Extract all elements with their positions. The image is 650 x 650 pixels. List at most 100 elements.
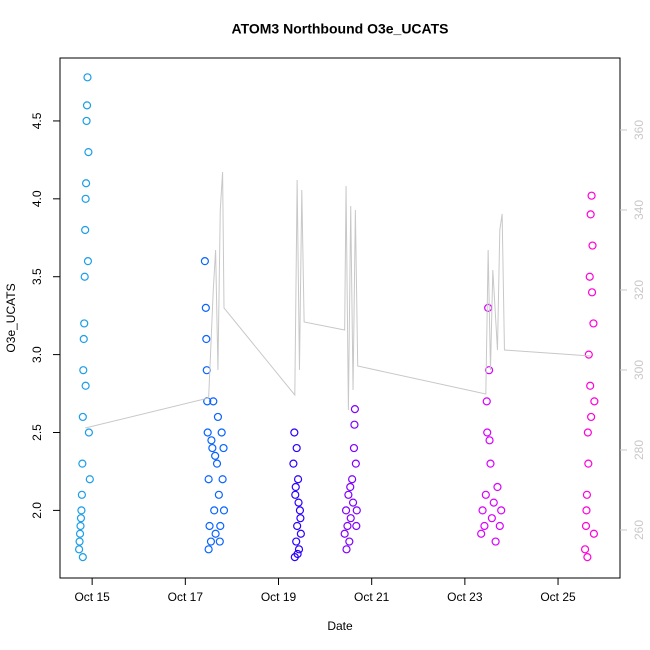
point — [78, 459, 87, 468]
x-axis-label: Date — [327, 619, 353, 633]
point — [497, 506, 506, 515]
point — [581, 521, 591, 531]
point — [589, 529, 599, 538]
point — [203, 428, 212, 437]
point — [75, 545, 84, 554]
point — [216, 521, 225, 531]
point — [82, 116, 91, 126]
point — [351, 459, 360, 468]
point — [582, 506, 591, 515]
point — [293, 475, 303, 484]
point — [77, 506, 86, 515]
point — [345, 537, 354, 546]
point — [348, 498, 358, 507]
point — [202, 366, 211, 375]
point — [348, 475, 357, 484]
point — [205, 521, 214, 531]
point — [484, 366, 494, 375]
point — [294, 498, 303, 507]
point — [204, 475, 213, 484]
point — [583, 428, 592, 437]
point — [293, 549, 302, 559]
point — [588, 241, 597, 250]
y2-tick-label: 260 — [632, 520, 646, 540]
y-tick-label: 4.5 — [30, 112, 44, 129]
point — [76, 521, 85, 531]
point — [343, 521, 352, 531]
point — [587, 412, 596, 422]
point — [215, 537, 224, 546]
point — [493, 482, 502, 492]
x-tick-label: Oct 23 — [447, 590, 483, 604]
point — [349, 443, 359, 453]
point — [291, 490, 300, 499]
point — [75, 537, 84, 546]
x-tick-label: Oct 15 — [74, 590, 110, 604]
point — [75, 529, 85, 538]
point — [587, 191, 596, 200]
point — [213, 412, 223, 422]
point — [295, 506, 305, 515]
point — [346, 514, 355, 523]
point — [352, 506, 361, 515]
point — [484, 303, 493, 312]
line — [85, 171, 591, 429]
point — [214, 490, 223, 499]
point — [208, 443, 217, 453]
point — [81, 194, 90, 203]
point — [210, 506, 219, 515]
point — [477, 529, 486, 538]
point — [590, 397, 599, 406]
point — [206, 537, 216, 546]
point — [296, 529, 305, 538]
point — [350, 405, 360, 414]
point — [481, 490, 490, 499]
point — [580, 545, 590, 554]
point — [290, 428, 299, 437]
point — [80, 272, 89, 281]
point — [291, 482, 300, 492]
point — [483, 428, 492, 437]
point — [584, 459, 593, 468]
point — [201, 303, 210, 312]
point — [77, 490, 86, 499]
point — [84, 428, 93, 437]
point — [587, 288, 597, 297]
x-tick-label: Oct 21 — [354, 590, 390, 604]
point — [346, 482, 355, 492]
point — [294, 545, 304, 554]
y2-tick-label: 320 — [632, 280, 646, 300]
point — [480, 521, 489, 531]
y-axis-label: O3e_UCATS — [4, 283, 18, 352]
point — [482, 397, 491, 406]
point — [217, 428, 226, 437]
point — [81, 179, 91, 188]
point — [350, 420, 359, 429]
point — [586, 381, 595, 390]
point — [586, 210, 595, 219]
point — [85, 475, 94, 484]
point — [495, 521, 504, 531]
point — [292, 537, 301, 546]
point — [219, 443, 228, 453]
x-tick-label: Oct 19 — [261, 590, 297, 604]
point — [341, 506, 351, 515]
point — [486, 459, 495, 468]
y-tick-label: 2.5 — [30, 424, 44, 441]
y-tick-label: 4.0 — [30, 190, 44, 207]
point — [83, 257, 93, 266]
point — [344, 490, 353, 499]
point — [200, 257, 209, 266]
point — [211, 451, 220, 460]
point — [352, 521, 361, 531]
point — [583, 553, 592, 562]
point — [293, 521, 302, 531]
y2-tick-label: 280 — [632, 440, 646, 460]
point — [84, 147, 93, 157]
point — [296, 514, 305, 523]
plot-box — [59, 57, 621, 579]
point — [489, 498, 498, 507]
point — [202, 334, 211, 344]
point — [585, 272, 594, 281]
